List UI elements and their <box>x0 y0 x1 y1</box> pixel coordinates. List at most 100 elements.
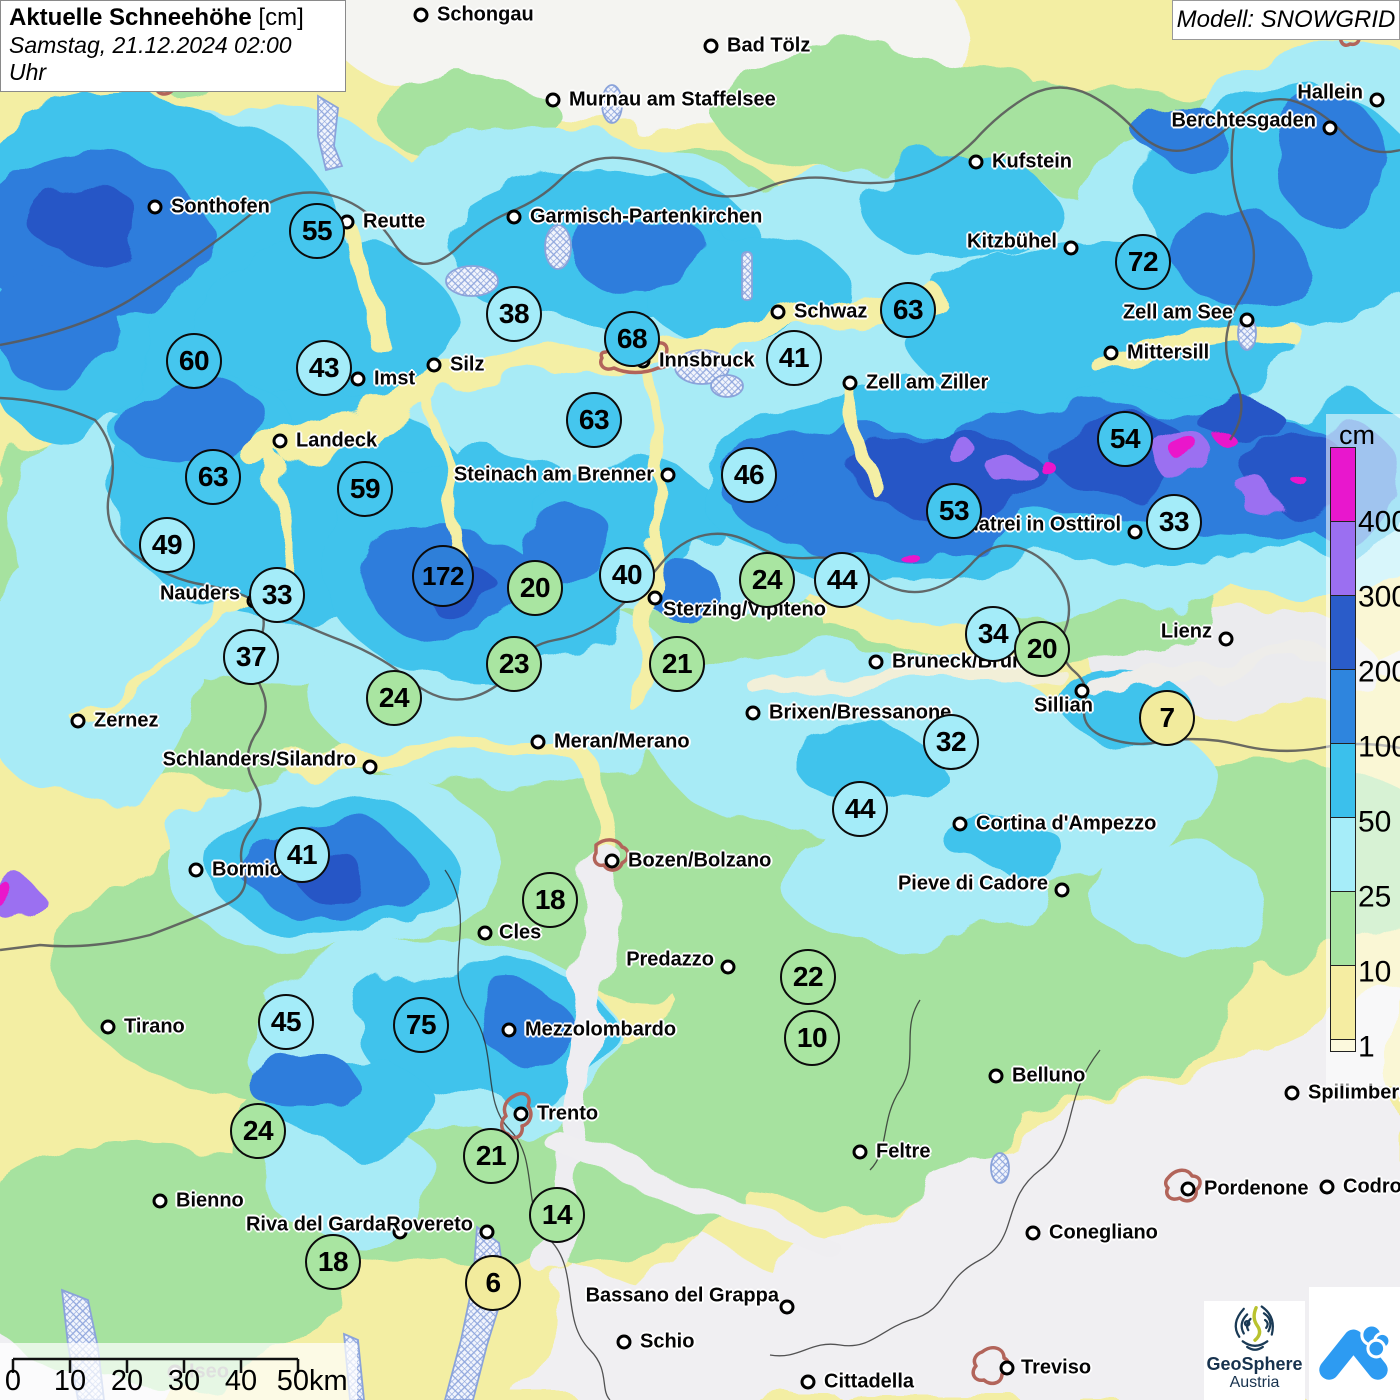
city-marker-bruneck-brunico <box>868 654 884 670</box>
city-label-belluno: Belluno <box>1012 1064 1086 1087</box>
station-value: 43 <box>296 340 352 396</box>
city-label-kitzb-hel: Kitzbühel <box>967 230 1057 253</box>
city-label-garmisch-partenkirchen: Garmisch-Partenkirchen <box>530 205 763 228</box>
city-marker-codroipo <box>1319 1179 1335 1195</box>
city-marker-sonthofen <box>147 199 163 215</box>
city-label-mittersill: Mittersill <box>1127 341 1210 364</box>
legend-segment-25 <box>1330 817 1356 892</box>
legend-segment-400 <box>1330 447 1356 522</box>
city-label-imst: Imst <box>374 367 416 390</box>
city-marker-zell-am-ziller <box>842 375 858 391</box>
station-value: 44 <box>832 781 888 837</box>
city-marker-tirano <box>100 1019 116 1035</box>
station-value: 46 <box>721 447 777 503</box>
station-value: 38 <box>486 286 542 342</box>
city-marker-landeck <box>272 433 288 449</box>
city-marker-pieve-di-cadore <box>1054 882 1070 898</box>
city-label-bienno: Bienno <box>176 1189 244 1212</box>
city-marker-imst <box>350 371 366 387</box>
station-value: 41 <box>766 330 822 386</box>
city-label-zell-am-ziller: Zell am Ziller <box>866 371 989 394</box>
city-marker-mittersill <box>1103 345 1119 361</box>
city-marker-bozen-bolzano <box>604 853 620 869</box>
city-label-steinach-am-brenner: Steinach am Brenner <box>453 463 654 486</box>
station-value: 14 <box>529 1187 585 1243</box>
station-value: 24 <box>739 552 795 608</box>
title-panel: Aktuelle Schneehöhe [cm] Samstag, 21.12.… <box>0 0 346 92</box>
station-value: 63 <box>880 282 936 338</box>
station-value: 63 <box>566 392 622 448</box>
city-label-meran-merano: Meran/Merano <box>554 730 690 753</box>
station-value: 34 <box>965 606 1021 662</box>
city-marker-predazzo <box>720 959 736 975</box>
station-value: 33 <box>1146 494 1202 550</box>
station-value: 60 <box>166 333 222 389</box>
legend-tick-100: 100 <box>1358 730 1400 764</box>
city-label-hallein: Hallein <box>1297 81 1363 104</box>
city-label-innsbruck: Innsbruck <box>659 349 755 372</box>
city-marker-murnau-am-staffelsee <box>545 92 561 108</box>
scale-label-40: 40 <box>224 1365 258 1397</box>
scale-bar-ruler <box>11 1357 300 1373</box>
city-label-predazzo: Predazzo <box>626 948 714 971</box>
city-label-feltre: Feltre <box>876 1140 931 1163</box>
city-marker-sillian <box>1074 683 1090 699</box>
scale-label-10: 10 <box>53 1365 87 1397</box>
city-label-sonthofen: Sonthofen <box>171 195 270 218</box>
scale-label-20: 20 <box>110 1365 144 1397</box>
city-marker-rovereto <box>479 1224 495 1240</box>
station-value: 23 <box>486 636 542 692</box>
city-label-murnau-am-staffelsee: Murnau am Staffelsee <box>569 88 776 111</box>
city-label-brixen-bressanone: Brixen/Bressanone <box>769 701 952 724</box>
station-value: 40 <box>599 547 655 603</box>
station-value: 32 <box>923 714 979 770</box>
city-marker-zell-am-see <box>1239 312 1255 328</box>
city-label-treviso: Treviso <box>1021 1356 1092 1379</box>
city-label-schongau: Schongau <box>437 3 534 26</box>
city-marker-schwaz <box>770 304 786 320</box>
legend-segment-10 <box>1330 891 1356 966</box>
city-label-pieve-di-cadore: Pieve di Cadore <box>897 872 1048 895</box>
city-label-sterzing-vipiteno: Sterzing/Vipiteno <box>663 598 826 621</box>
station-value: 75 <box>393 997 449 1053</box>
city-marker-cittadella <box>800 1374 816 1390</box>
city-marker-bad-t-lz <box>703 38 719 54</box>
city-marker-conegliano <box>1025 1225 1041 1241</box>
city-label-lienz: Lienz <box>1160 620 1212 643</box>
city-label-rovereto: Rovereto <box>386 1213 473 1236</box>
geosphere-logo: GeoSphere Austria <box>1204 1301 1305 1400</box>
city-label-riva-del-garda: Riva del Garda <box>245 1213 386 1236</box>
scale-label-0: 0 <box>4 1365 22 1397</box>
city-marker-pordenone <box>1180 1181 1196 1197</box>
station-value: 49 <box>139 517 195 573</box>
legend-color-bar <box>1330 447 1356 1052</box>
city-label-bad-t-lz: Bad Tölz <box>727 34 811 57</box>
page-title: Aktuelle Schneehöhe [cm] <box>9 4 304 31</box>
city-label-berchtesgaden: Berchtesgaden <box>1171 109 1317 132</box>
city-label-silz: Silz <box>450 353 485 376</box>
city-label-cles: Cles <box>499 921 542 944</box>
city-label-tirano: Tirano <box>124 1015 185 1038</box>
legend-tick-1: 1 <box>1358 1030 1375 1064</box>
station-value: 22 <box>780 949 836 1005</box>
station-value: 7 <box>1139 690 1195 746</box>
legend-tick-300: 300 <box>1358 580 1400 614</box>
city-label-bassano-del-grappa: Bassano del Grappa <box>585 1284 779 1307</box>
city-marker-belluno <box>988 1068 1004 1084</box>
city-label-bozen-bolzano: Bozen/Bolzano <box>628 849 772 872</box>
scale-label-30: 30 <box>167 1365 201 1397</box>
legend-segment-100 <box>1330 669 1356 744</box>
city-label-matrei-in-osttirol: Matrei in Osttirol <box>962 513 1121 536</box>
station-value: 37 <box>223 629 279 685</box>
legend-tick-25: 25 <box>1358 880 1392 914</box>
city-label-schio: Schio <box>640 1330 695 1353</box>
city-marker-silz <box>426 357 442 373</box>
city-marker-mezzolombardo <box>501 1022 517 1038</box>
station-value: 72 <box>1115 234 1171 290</box>
city-marker-riva-del-garda <box>392 1224 408 1240</box>
station-value: 18 <box>305 1234 361 1290</box>
city-marker-cortina-d-ampezzo <box>952 816 968 832</box>
geosphere-fingerprint-icon <box>1234 1305 1274 1351</box>
city-marker-spilimbergo <box>1284 1085 1300 1101</box>
city-marker-trento <box>513 1106 529 1122</box>
